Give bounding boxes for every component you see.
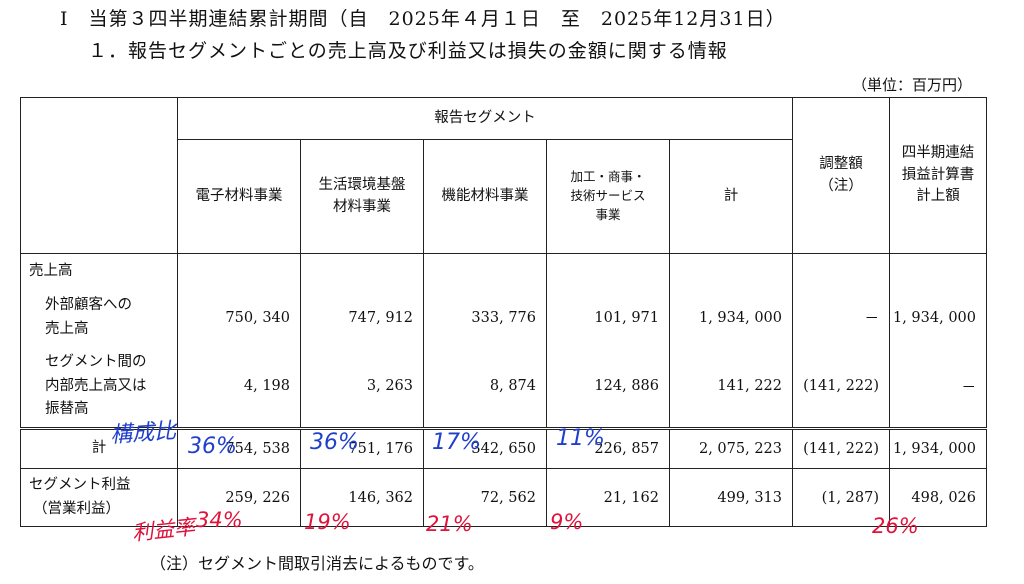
row-label-total: 計 <box>20 428 178 469</box>
row-label-inter-line2: 内部売上高又は <box>45 377 147 394</box>
row-label-external-line2: 売上高 <box>45 320 89 337</box>
row-label-inter-line3: 振替高 <box>45 400 89 417</box>
segment-table: 報告セグメント 調整額 （注） 四半期連結 損益計算書 計上額 電子材料事業 生… <box>20 97 987 527</box>
handwritten-composition-value: 36% <box>188 434 237 459</box>
table-cell: 342, 650 <box>423 428 547 469</box>
table-cell: (1, 287) <box>792 468 890 527</box>
table-cell: 1, 934, 000 <box>669 289 793 346</box>
table-cell: 1, 934, 000 <box>889 289 987 346</box>
row-label-profit-line2: （営業利益） <box>33 500 120 517</box>
header-processing-trading: 加工・商事・ 技術サービス 事業 <box>546 139 670 254</box>
header-consolidated-line1: 四半期連結 <box>901 144 975 161</box>
table-cell: 2, 075, 223 <box>669 428 793 469</box>
header-consolidated: 四半期連結 損益計算書 計上額 <box>889 97 987 254</box>
header-consolidated-line2: 損益計算書 <box>901 166 975 183</box>
header-adjustment: 調整額 （注） <box>792 97 890 254</box>
table-cell: － <box>792 289 890 346</box>
row-label-sales: 売上高 <box>20 253 178 290</box>
handwritten-margin-value: 26% <box>872 514 919 538</box>
table-cell: 4, 198 <box>177 345 301 430</box>
header-functional-materials: 機能材料事業 <box>423 139 547 254</box>
handwritten-composition-label: 構成比 <box>109 418 177 449</box>
header-reportable-segments: 報告セグメント <box>177 97 793 140</box>
header-consolidated-line3: 計上額 <box>916 188 960 205</box>
handwritten-margin-label: 利益率 <box>131 514 197 546</box>
header-living-environment-line1: 生活環境基盤 <box>318 176 406 193</box>
table-cell: 72, 562 <box>423 468 547 527</box>
header-adjustment-line2: （注） <box>819 177 863 194</box>
row-label-segment-profit: セグメント利益 （営業利益） <box>20 468 178 527</box>
page-title: Ⅰ 当第３四半期連結累計期間（自 2025年４月１日 至 2025年12月31日… <box>60 8 786 30</box>
table-cell: 124, 886 <box>546 345 670 430</box>
header-subtotal: 計 <box>669 139 793 254</box>
table-cell: 754, 538 <box>177 428 301 469</box>
table-cell: 747, 912 <box>300 289 424 346</box>
unit-label: （単位：百万円） <box>851 76 972 94</box>
table-cell: 498, 026 <box>889 468 987 527</box>
handwritten-margin-value: 34% <box>196 508 243 532</box>
handwritten-margin-value: 21% <box>426 512 473 536</box>
table-cell: 226, 857 <box>546 428 670 469</box>
table-cell: 1, 934, 000 <box>889 428 987 469</box>
header-adjustment-line1: 調整額 <box>819 155 863 172</box>
header-living-environment-line2: 材料事業 <box>333 198 391 215</box>
table-cell: 499, 313 <box>669 468 793 527</box>
table-cell: 3, 263 <box>300 345 424 430</box>
handwritten-composition-value: 17% <box>432 430 481 455</box>
handwritten-composition-value: 11% <box>556 426 605 451</box>
table-cell: 101, 971 <box>546 289 670 346</box>
section-title: １．報告セグメントごとの売上高及び利益又は損失の金額に関する情報 <box>88 40 728 62</box>
table-cell: 333, 776 <box>423 289 547 346</box>
row-label-intersegment: セグメント間の 内部売上高又は 振替高 <box>20 345 178 430</box>
row-label-external-sales: 外部顧客への 売上高 <box>20 289 178 346</box>
header-electronic-materials: 電子材料事業 <box>177 139 301 254</box>
table-cell: 750, 340 <box>177 289 301 346</box>
handwritten-margin-value: 19% <box>304 510 351 534</box>
table-cell: (141, 222) <box>792 428 890 469</box>
table-cell: 8, 874 <box>423 345 547 430</box>
row-label-profit-line1: セグメント利益 <box>29 477 131 494</box>
header-processing-trading-line1: 加工・商事・ <box>570 169 646 185</box>
table-cell: (141, 222) <box>792 345 890 430</box>
footnote: （注）セグメント間取引消去によるものです。 <box>150 554 484 573</box>
row-label-inter-line1: セグメント間の <box>45 354 147 371</box>
table-cell: 146, 362 <box>300 468 424 527</box>
header-processing-trading-line3: 事業 <box>595 206 621 222</box>
row-label-external-line1: 外部顧客への <box>45 297 132 314</box>
table-cell: 141, 222 <box>669 345 793 430</box>
handwritten-composition-value: 36% <box>310 430 359 455</box>
handwritten-margin-value: 9% <box>550 510 584 534</box>
table-cell: 259, 226 <box>177 468 301 527</box>
header-processing-trading-line2: 技術サービス <box>570 188 646 204</box>
table-cell: － <box>889 345 987 430</box>
header-living-environment: 生活環境基盤 材料事業 <box>300 139 424 254</box>
table-cell: 21, 162 <box>546 468 670 527</box>
header-blank <box>20 97 178 254</box>
